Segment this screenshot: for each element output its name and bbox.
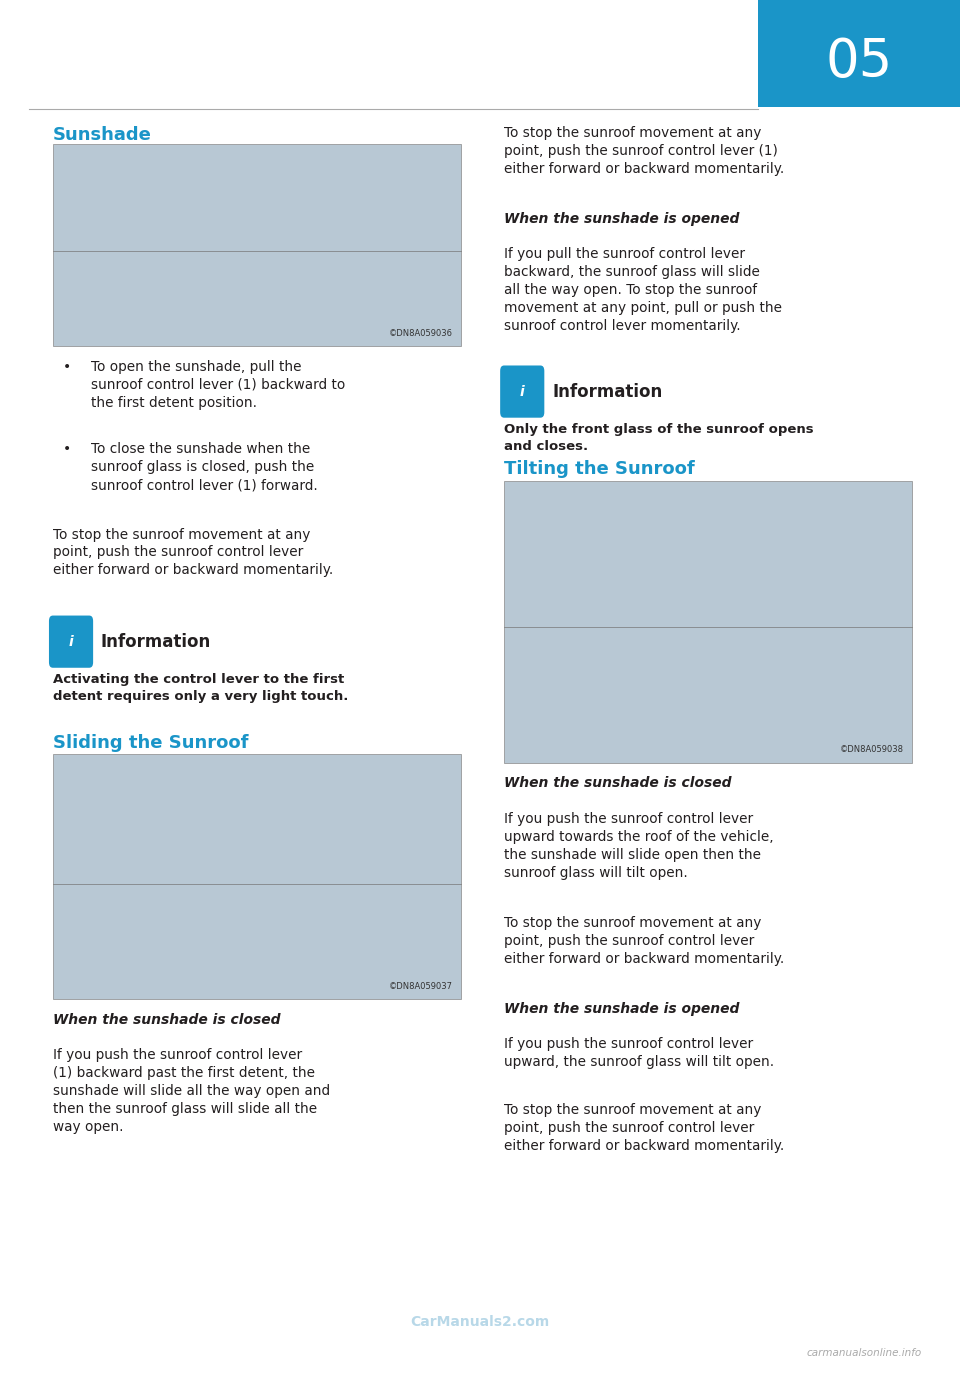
Text: If you pull the sunroof control lever
backward, the sunroof glass will slide
all: If you pull the sunroof control lever ba… — [504, 247, 782, 333]
Text: When the sunshade is closed: When the sunshade is closed — [53, 1013, 280, 1026]
Text: Information: Information — [552, 382, 662, 401]
Text: When the sunshade is opened: When the sunshade is opened — [504, 212, 739, 225]
FancyBboxPatch shape — [504, 481, 912, 763]
Text: i: i — [520, 385, 524, 398]
Text: Activating the control lever to the first
detent requires only a very light touc: Activating the control lever to the firs… — [53, 673, 348, 703]
Text: Only the front glass of the sunroof opens
and closes.: Only the front glass of the sunroof open… — [504, 423, 814, 453]
Text: Information: Information — [101, 632, 211, 651]
Text: If you push the sunroof control lever
upward towards the roof of the vehicle,
th: If you push the sunroof control lever up… — [504, 812, 774, 879]
Text: 05: 05 — [826, 36, 893, 88]
FancyBboxPatch shape — [53, 144, 461, 346]
Text: CarManuals2.com: CarManuals2.com — [410, 1315, 550, 1329]
Text: To stop the sunroof movement at any
point, push the sunroof control lever
either: To stop the sunroof movement at any poin… — [53, 528, 333, 577]
FancyBboxPatch shape — [53, 754, 461, 999]
Text: carmanualsonline.info: carmanualsonline.info — [806, 1348, 922, 1358]
Text: •: • — [62, 442, 71, 456]
FancyBboxPatch shape — [49, 616, 93, 668]
Text: ©DN8A059038: ©DN8A059038 — [840, 745, 904, 754]
Text: •: • — [62, 360, 71, 374]
Text: Sliding the Sunroof: Sliding the Sunroof — [53, 734, 249, 752]
Text: To stop the sunroof movement at any
point, push the sunroof control lever
either: To stop the sunroof movement at any poin… — [504, 1103, 784, 1153]
FancyBboxPatch shape — [758, 0, 960, 107]
FancyBboxPatch shape — [500, 365, 544, 418]
Text: 5-61: 5-61 — [894, 82, 922, 96]
Text: Sunshade: Sunshade — [53, 126, 152, 144]
Text: Tilting the Sunroof: Tilting the Sunroof — [504, 460, 695, 478]
Text: When the sunshade is closed: When the sunshade is closed — [504, 776, 732, 790]
Text: ©DN8A059036: ©DN8A059036 — [389, 328, 453, 338]
Text: ©DN8A059037: ©DN8A059037 — [389, 981, 453, 991]
Text: If you push the sunroof control lever
upward, the sunroof glass will tilt open.: If you push the sunroof control lever up… — [504, 1037, 774, 1069]
Text: When the sunshade is opened: When the sunshade is opened — [504, 1002, 739, 1015]
Text: If you push the sunroof control lever
(1) backward past the first detent, the
su: If you push the sunroof control lever (1… — [53, 1048, 330, 1134]
Text: To stop the sunroof movement at any
point, push the sunroof control lever (1)
ei: To stop the sunroof movement at any poin… — [504, 126, 784, 176]
Text: i: i — [69, 635, 73, 649]
Text: To stop the sunroof movement at any
point, push the sunroof control lever
either: To stop the sunroof movement at any poin… — [504, 916, 784, 966]
Text: To close the sunshade when the
sunroof glass is closed, push the
sunroof control: To close the sunshade when the sunroof g… — [91, 442, 318, 492]
Text: To open the sunshade, pull the
sunroof control lever (1) backward to
the first d: To open the sunshade, pull the sunroof c… — [91, 360, 346, 409]
